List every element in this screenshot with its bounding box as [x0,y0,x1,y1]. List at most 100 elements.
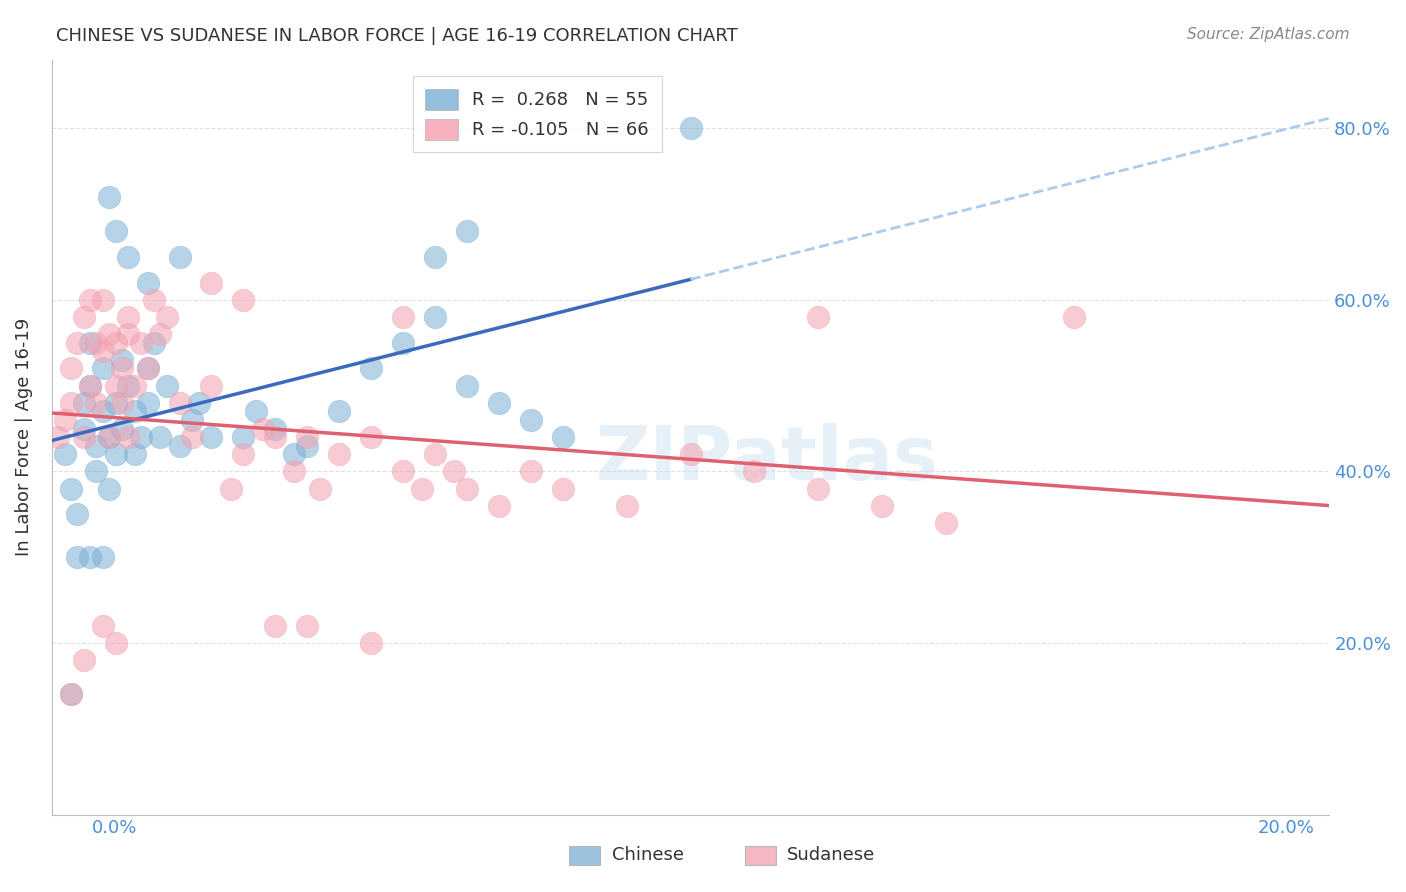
Point [129,335,152,350]
Point [104,378,127,392]
Point [136,396,159,410]
Point [66,508,89,522]
Point [124,404,146,418]
Point [616,499,638,513]
Bar [569,846,600,865]
Text: Source: ZipAtlas.com: Source: ZipAtlas.com [1187,27,1350,42]
Point [456,378,478,392]
Point [309,482,332,496]
Point [111,421,134,435]
Point [456,482,478,496]
Point [935,516,957,530]
Point [117,250,139,264]
Point [91,619,114,633]
Point [252,421,274,435]
Point [297,619,319,633]
Point [46,430,69,444]
Point [360,636,382,650]
Point [297,439,319,453]
Point [283,447,305,461]
Point [297,430,319,444]
Text: CHINESE VS SUDANESE IN LABOR FORCE | AGE 16-19 CORRELATION CHART: CHINESE VS SUDANESE IN LABOR FORCE | AGE… [56,27,738,45]
Point [117,327,139,342]
Point [59,482,82,496]
Point [91,550,114,565]
Point [124,447,146,461]
Point [392,310,415,324]
Point [156,310,179,324]
Point [411,482,433,496]
Point [551,482,574,496]
Point [551,430,574,444]
Point [169,250,191,264]
Point [1063,310,1085,324]
Point [111,352,134,367]
Point [98,482,121,496]
Point [488,499,510,513]
Point [169,396,191,410]
Point [283,464,305,478]
Point [53,447,76,461]
Point [104,335,127,350]
Point [104,636,127,650]
Point [679,447,702,461]
Point [91,344,114,359]
Point [187,396,209,410]
Point [200,276,222,290]
Point [264,421,287,435]
Point [744,464,766,478]
Point [91,361,114,376]
Point [807,482,830,496]
Point [73,310,96,324]
Text: Sudanese: Sudanese [787,847,876,864]
Point [117,378,139,392]
Point [86,396,108,410]
Point [520,413,543,427]
Point [142,335,165,350]
Bar [745,846,776,865]
Point [136,361,159,376]
Point [98,190,121,204]
Point [86,335,108,350]
Point [98,430,121,444]
Point [104,396,127,410]
Point [91,293,114,307]
Point [124,378,146,392]
Point [392,335,415,350]
Point [91,404,114,418]
Point [149,327,172,342]
Point [86,464,108,478]
Point [156,378,179,392]
Point [360,430,382,444]
Point [488,396,510,410]
Point [73,653,96,667]
Point [73,421,96,435]
Point [104,224,127,238]
Point [232,430,254,444]
Point [264,619,287,633]
Point [679,121,702,136]
Point [53,413,76,427]
Point [870,499,893,513]
Point [264,430,287,444]
Point [456,224,478,238]
Point [328,447,350,461]
Point [66,550,89,565]
Point [86,439,108,453]
Point [807,310,830,324]
Point [245,404,267,418]
Point [98,327,121,342]
Point [181,413,204,427]
Point [111,396,134,410]
Point [136,276,159,290]
Text: ZIPatlas: ZIPatlas [596,423,938,496]
Point [443,464,465,478]
Point [79,335,101,350]
Point [59,396,82,410]
Point [219,482,242,496]
Point [520,464,543,478]
Point [73,430,96,444]
Point [59,688,82,702]
Point [117,430,139,444]
Point [59,361,82,376]
